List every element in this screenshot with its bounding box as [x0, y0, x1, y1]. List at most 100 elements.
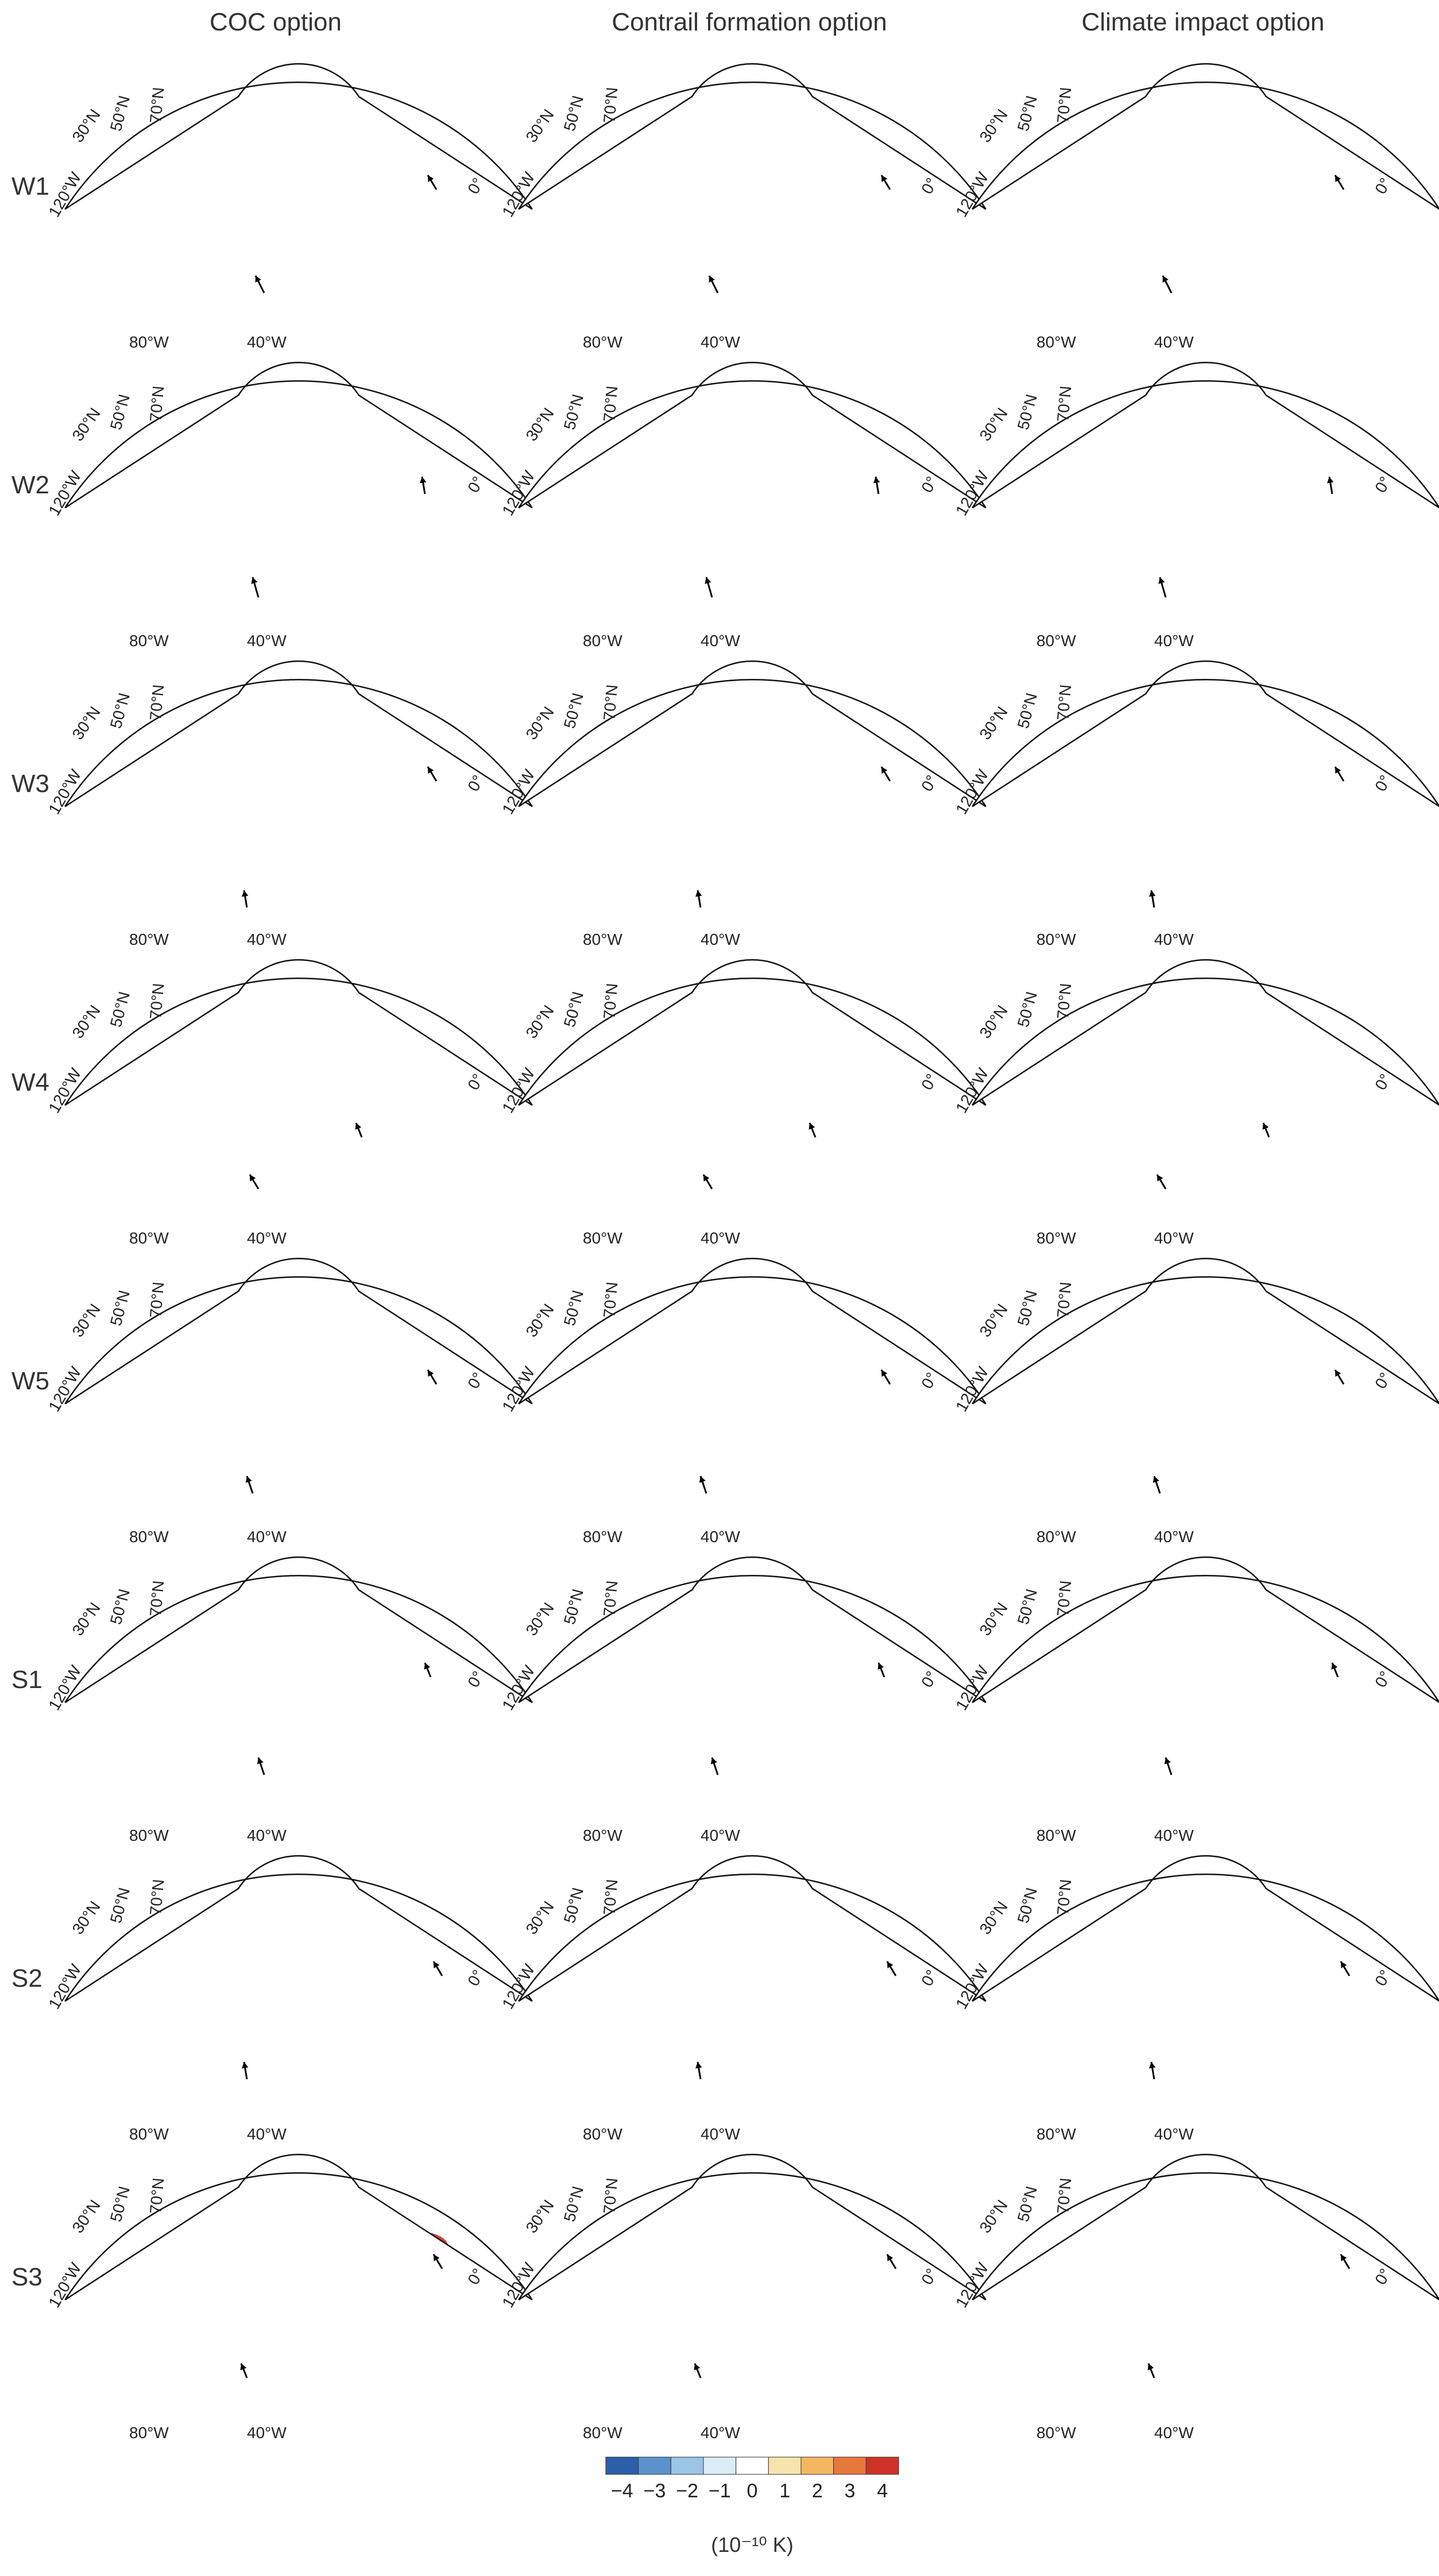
longitude-label: 80°W [583, 1528, 622, 1546]
latitude-line [165, 1039, 432, 1106]
latitude-label: 50°N [560, 1587, 587, 1626]
longitude-label: 40°W [701, 2424, 740, 2442]
latitude-label: 50°N [1014, 94, 1040, 133]
longitude-line [321, 423, 390, 508]
latitude-label: 70°N [1054, 982, 1074, 1019]
latitude-line [1036, 2257, 1375, 2300]
latitude-line [1145, 693, 1267, 727]
map-sector [972, 362, 1439, 508]
latitude-line [238, 693, 359, 727]
latitude-label: 70°N [600, 982, 621, 1019]
coastline [849, 1061, 897, 1106]
longitude-label: 80°W [129, 333, 169, 351]
latitude-line [93, 190, 504, 210]
coastline [1170, 1346, 1199, 1361]
map-panel: 30°N 50°N 70°N 120°W 80°W 40°W 0° [952, 1855, 1439, 2148]
arrow-head [424, 1663, 431, 1670]
colorbar-segment [670, 2457, 704, 2475]
coastline [154, 1656, 308, 1703]
latitude-line [1073, 1935, 1339, 2002]
map-panel: 30°N 50°N 70°N 120°W 80°W 40°W 0° [45, 1257, 533, 1551]
latitude-line [1145, 96, 1267, 130]
map-frame [64, 361, 533, 509]
map-panel: 30°N 50°N 70°N 120°W 80°W 40°W 0° [498, 2153, 987, 2447]
coastline [1303, 165, 1351, 210]
arrow-head [809, 1123, 815, 1130]
latitude-label: 50°N [107, 1886, 133, 1925]
anomaly-blob [1125, 1746, 1171, 1792]
map-field [65, 1878, 532, 2068]
coastline [263, 2242, 292, 2257]
latitude-line [655, 1613, 849, 1666]
arrow-head [1149, 890, 1156, 897]
longitude-line [1228, 125, 1297, 210]
arrow-head [887, 1961, 893, 1968]
anomaly-blob [1171, 1137, 1252, 1160]
arrow-head [705, 577, 711, 584]
map-panel: 30°N 50°N 70°N 120°W 80°W 40°W 0° [498, 660, 987, 953]
arrow-head [887, 2254, 893, 2261]
latitude-line [691, 693, 813, 727]
colorbar-segment [638, 2457, 671, 2475]
latitude-label: 30°N [976, 703, 1011, 743]
coastline [386, 797, 400, 807]
longitude-line [321, 1917, 390, 2002]
coastline [1294, 1395, 1308, 1404]
colorbar-tick-label: 2 [812, 2480, 823, 2502]
map-sector [65, 64, 532, 210]
coastline [717, 1346, 745, 1361]
coastline [1170, 748, 1199, 764]
coastline [396, 1061, 443, 1106]
map-sector [65, 362, 532, 508]
anomaly-blob [195, 2022, 264, 2068]
longitude-label: 80°W [583, 632, 622, 650]
map-frame [972, 1556, 1439, 1704]
coastline [717, 450, 745, 465]
coastline [1061, 1059, 1216, 1106]
coastline [396, 2256, 443, 2300]
map-panel: 30°N 50°N 70°N 120°W 80°W 40°W 0° [952, 1257, 1439, 1551]
latitude-line [655, 1015, 849, 1069]
latitude-line [619, 1338, 885, 1404]
latitude-line [619, 1935, 885, 2002]
coastline [717, 2242, 745, 2257]
arrow-head [428, 1370, 434, 1377]
longitude-label: 40°W [247, 632, 287, 650]
longitude-label: 80°W [583, 930, 622, 948]
longitude-label: 40°W [701, 2125, 740, 2143]
row-label-w3: W3 [11, 770, 49, 798]
latitude-label: 30°N [523, 404, 558, 444]
longitude-line [1228, 2215, 1297, 2300]
anomaly-blob [1325, 1949, 1351, 1968]
latitude-line [583, 1361, 922, 1404]
latitude-line [238, 1291, 359, 1324]
latitude-label: 50°N [560, 1886, 587, 1925]
latitude-line [583, 1959, 922, 2002]
latitude-line [619, 2234, 885, 2300]
coastline [717, 1943, 745, 1959]
latitude-line [655, 2210, 849, 2264]
row-label-w2: W2 [11, 471, 49, 499]
longitude-label: 80°W [1036, 1826, 1076, 1844]
map-field [972, 384, 1439, 508]
coastline [303, 1650, 346, 1703]
coastline [1303, 763, 1351, 807]
latitude-label: 70°N [146, 683, 167, 721]
longitude-label: 40°W [247, 1826, 287, 1844]
map-frame [972, 63, 1439, 210]
latitude-line [1000, 190, 1411, 210]
latitude-line [238, 992, 359, 1026]
anomaly-blob [185, 1676, 206, 1690]
longitude-label: 80°W [1036, 1229, 1076, 1247]
latitude-line [1145, 1589, 1267, 1623]
map-sector [972, 960, 1439, 1106]
coastline [840, 499, 854, 508]
anomaly-blob [311, 1123, 332, 1140]
map-field [519, 683, 986, 807]
longitude-line [207, 125, 276, 210]
longitude-line [1115, 722, 1183, 807]
latitude-line [129, 1063, 468, 1106]
coastline [1210, 455, 1253, 508]
longitude-label: 80°W [129, 1528, 169, 1546]
